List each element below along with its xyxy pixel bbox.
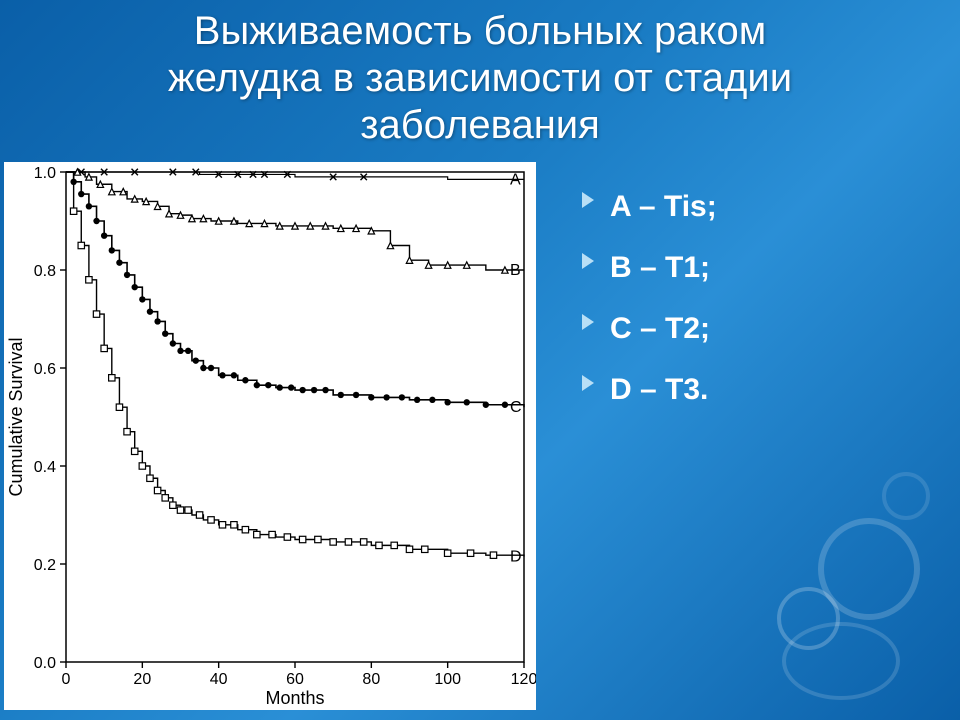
svg-text:120: 120 — [511, 671, 536, 688]
svg-text:D: D — [510, 549, 522, 566]
svg-text:0.8: 0.8 — [34, 263, 56, 280]
svg-text:C: C — [510, 399, 522, 416]
legend-item: D – T3. — [576, 361, 717, 418]
title-line: Выживаемость больных раком — [194, 9, 766, 53]
svg-text:0.0: 0.0 — [34, 655, 56, 672]
svg-text:B: B — [510, 262, 521, 279]
decorative-swirl — [782, 622, 900, 700]
legend-label: B – T1; — [610, 251, 710, 284]
slide: Выживаемость больных раком желудка в зав… — [0, 0, 960, 720]
slide-title: Выживаемость больных раком желудка в зав… — [0, 8, 960, 150]
svg-text:0.6: 0.6 — [34, 361, 56, 378]
legend-item: C – T2; — [576, 300, 717, 357]
legend-item: B – T1; — [576, 239, 717, 296]
svg-text:100: 100 — [434, 671, 461, 688]
svg-text:A: A — [510, 171, 521, 188]
svg-text:Months: Months — [265, 688, 324, 708]
svg-text:1.0: 1.0 — [34, 165, 56, 182]
svg-text:0: 0 — [62, 671, 71, 688]
svg-text:80: 80 — [362, 671, 380, 688]
decorative-swirl — [882, 472, 930, 520]
svg-text:Cumulative Survival: Cumulative Survival — [6, 337, 26, 496]
title-line: заболевания — [360, 103, 600, 147]
legend: A – Tis; B – T1; C – T2; D – T3. — [576, 178, 717, 422]
legend-label: D – T3. — [610, 373, 708, 406]
svg-text:0.4: 0.4 — [34, 459, 56, 476]
svg-text:20: 20 — [133, 671, 151, 688]
svg-text:0.2: 0.2 — [34, 557, 56, 574]
legend-item: A – Tis; — [576, 178, 717, 235]
survival-chart: 0.0 0.2 0.4 0.6 0.8 1.0 0 20 40 60 80 100 120 Months C… — [4, 162, 536, 710]
svg-text:60: 60 — [286, 671, 304, 688]
svg-text:40: 40 — [210, 671, 228, 688]
legend-label: A – Tis; — [610, 190, 717, 223]
title-line: желудка в зависимости от стадии — [168, 56, 792, 100]
legend-label: C – T2; — [610, 312, 710, 345]
chart-svg: 0.0 0.2 0.4 0.6 0.8 1.0 0 20 40 60 80 100 120 Months C… — [4, 162, 536, 710]
